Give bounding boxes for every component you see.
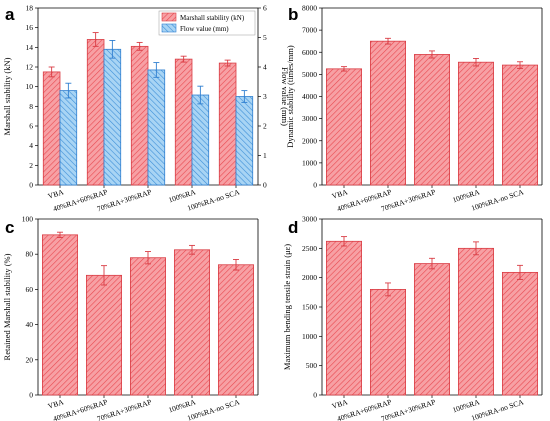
y-axis-title: Maximum bending tensile strain (με) [282, 244, 292, 370]
stability-bar [86, 39, 105, 186]
stability-bar [174, 58, 193, 186]
panel-letter-a: a [5, 5, 15, 24]
panel-letter-d: d [288, 218, 298, 237]
flow-bar [235, 96, 254, 186]
bar [369, 288, 406, 396]
y-tick-label: 3000 [302, 215, 317, 224]
legend-entry: Flow value (mm) [180, 25, 229, 33]
y2-tick-label: 6 [263, 4, 267, 13]
bar [369, 40, 406, 186]
stability-bar [218, 62, 237, 186]
y-tick-label: 1000 [302, 332, 317, 341]
y-tick-label: 6 [29, 122, 33, 131]
flow-bar [59, 90, 78, 186]
y2-tick-label: 3 [263, 92, 267, 101]
panel-letter-b: b [288, 5, 298, 24]
bar [325, 240, 362, 396]
y-tick-label: 7000 [302, 26, 317, 35]
y-tick-label: 3000 [302, 114, 317, 123]
bar [413, 263, 450, 396]
y-tick-label: 60 [26, 285, 34, 294]
y-tick-label: 0 [29, 181, 33, 190]
bar [457, 247, 494, 396]
y2-tick-label: 2 [263, 122, 267, 131]
y-tick-label: 14 [26, 43, 34, 52]
x-category-label: VBA [331, 397, 349, 411]
bar [129, 257, 166, 396]
legend-swatch [161, 23, 177, 33]
bar [413, 54, 450, 186]
chart-panel-d: d 0 500 1000 1500 2000 2500 3000 Maximum bending… [282, 215, 543, 421]
bar [217, 264, 254, 396]
y2-tick-label: 5 [263, 33, 267, 42]
y-tick-label: 1000 [302, 158, 317, 167]
y-tick-label: 80 [26, 250, 34, 259]
bar [42, 234, 79, 396]
y-tick-label: 4 [29, 141, 33, 150]
y-axis-title: Retained Marshall stability (%) [2, 253, 12, 360]
y-tick-label: 2 [29, 161, 33, 170]
stability-bar [130, 45, 149, 186]
y-tick-label: 4000 [302, 92, 317, 101]
legend-swatch [161, 12, 177, 22]
flow-bar [191, 94, 210, 186]
y-tick-label: 2000 [302, 273, 317, 282]
y-tick-label: 0 [313, 181, 317, 190]
y2-tick-label: 0 [263, 181, 267, 190]
y-tick-label: 12 [26, 63, 34, 72]
y-tick-label: 1500 [302, 303, 317, 312]
y-tick-label: 6000 [302, 48, 317, 57]
flow-bar [147, 69, 166, 186]
y2-tick-label: 1 [263, 151, 267, 160]
bar [457, 61, 494, 186]
stability-bar [42, 71, 61, 186]
y-axis-title: Marshall stability (kN) [2, 57, 12, 135]
y2-tick-label: 4 [263, 63, 267, 72]
x-category-label: VBA [47, 187, 65, 201]
y2-axis-title: Flow value (mm) [280, 67, 290, 126]
y-tick-label: 20 [26, 355, 34, 364]
y-tick-label: 5000 [302, 70, 317, 79]
chart-panel-b: b 0 1000 2000 3000 4000 5000 6000 7000 8000 Dynami… [285, 4, 543, 213]
chart-panel-c: c 0 20 40 60 80 100 Retained Marshall stability… [2, 215, 259, 421]
y-tick-label: 2500 [302, 244, 317, 253]
y-tick-label: 10 [26, 82, 34, 91]
bar [501, 271, 538, 396]
y-tick-label: 0 [313, 391, 317, 400]
panel-letter-c: c [5, 218, 14, 237]
y-axis-title: Dynamic stability (times/mm) [285, 45, 295, 148]
x-category-label: VBA [331, 187, 349, 201]
x-category-label: VBA [47, 397, 65, 411]
y-tick-label: 2000 [302, 136, 317, 145]
y-tick-label: 8 [29, 102, 33, 111]
y-tick-label: 100 [22, 215, 34, 224]
bar [86, 274, 123, 396]
y-tick-label: 18 [26, 4, 34, 13]
y-tick-label: 0 [29, 391, 33, 400]
bar [173, 249, 210, 396]
y-tick-label: 16 [26, 23, 34, 32]
y-tick-label: 500 [306, 361, 318, 370]
bar [501, 64, 538, 186]
y-tick-label: 8000 [302, 4, 317, 13]
flow-bar [103, 48, 122, 186]
y-tick-label: 40 [26, 320, 34, 329]
legend-entry: Marshall stability (kN) [180, 14, 245, 22]
bar [325, 68, 362, 186]
